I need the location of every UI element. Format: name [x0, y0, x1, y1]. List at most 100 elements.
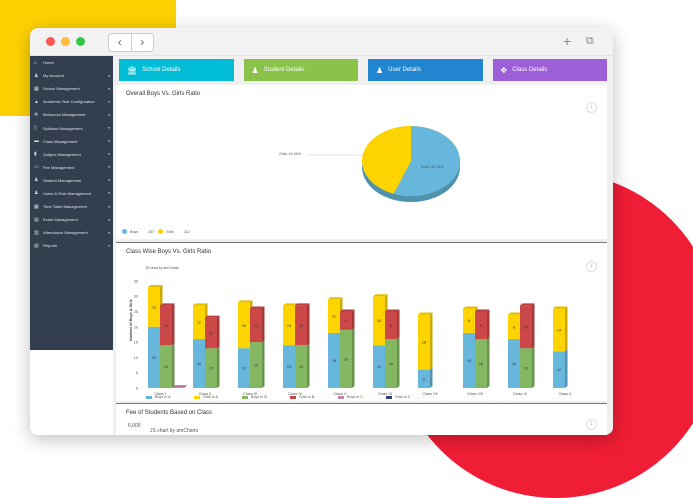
bar-boys-in-b[interactable]: [250, 342, 262, 388]
bar-boys-in-a[interactable]: [553, 351, 565, 388]
sidebar-item-class-management[interactable]: ▬ Class Management ▾: [30, 135, 113, 148]
bar-boys-in-a[interactable]: [463, 332, 475, 388]
close-dot[interactable]: [46, 37, 55, 46]
bar-value-label: 11: [197, 321, 201, 325]
legend-boys-in-c[interactable]: Boys In C: [338, 395, 363, 399]
bar-boys-in-b[interactable]: [385, 339, 397, 388]
chevron-down-icon: ▾: [108, 165, 110, 170]
sidebar-item-student-management[interactable]: ♟ Student Management ▾: [30, 174, 113, 187]
bar-girls-in-a[interactable]: [193, 305, 205, 340]
bar-top: [205, 315, 220, 318]
browser-window: ‹ › + ⧉ ⌂ Home ♟ My Account ▾ ▦ School Manageme…: [30, 28, 613, 435]
sidebar-item-syllabus-management[interactable]: ▯ Syllabus Management ▾: [30, 121, 113, 134]
bar-girls-in-b[interactable]: [340, 311, 352, 330]
bar-boys-in-b[interactable]: [340, 329, 352, 388]
card-class-details[interactable]: ✥ Class Details: [492, 59, 607, 81]
bar-top: [283, 303, 298, 306]
chevron-down-icon: ▾: [108, 217, 110, 222]
bar-boys-in-a[interactable]: [328, 332, 340, 388]
legend-boys[interactable]: Boys 267: [122, 229, 154, 234]
legend-girls-in-b[interactable]: Girls In B: [290, 395, 314, 399]
bar-top: [520, 303, 535, 306]
bar-boys-in-a[interactable]: [508, 339, 520, 388]
bar-boys-in-b[interactable]: [475, 339, 487, 388]
pie-slice-boys[interactable]: [393, 126, 460, 196]
bar-top: [172, 385, 187, 388]
bar-boys-in-b[interactable]: [160, 345, 172, 388]
bar-side: [430, 312, 433, 370]
bar-girls-in-b[interactable]: [520, 305, 532, 349]
bar-girls-in-b[interactable]: [385, 311, 397, 340]
download-icon[interactable]: ⇣: [586, 102, 597, 113]
x-tick-label: Class IX: [513, 392, 528, 396]
sidebar-item-academic-year-configuration[interactable]: ▲ Academic Year Configuration ▾: [30, 95, 113, 108]
bar-girls-in-a[interactable]: [553, 308, 565, 352]
bar-girls-in-b[interactable]: [205, 317, 217, 349]
card-school-details[interactable]: 🏛 School Details: [119, 59, 234, 81]
legend-girls-in-c[interactable]: Girls In C: [386, 395, 410, 399]
bar-girls-in-b[interactable]: [295, 305, 307, 346]
bar-value-label: 12: [557, 368, 561, 372]
sidebar-item-my-account[interactable]: ♟ My Account ▾: [30, 69, 113, 82]
minimize-dot[interactable]: [61, 37, 70, 46]
bar-top: [508, 312, 523, 315]
sidebar-item-behaviour-management[interactable]: ✲ Behaviour Management ▾: [30, 108, 113, 121]
sidebar-item-fee-management[interactable]: ▭ Fee Management ▾: [30, 161, 113, 174]
bar-panel: Class Wise Boys Vs. Girls Ratio ⇣ JS cha…: [116, 242, 607, 401]
legend-boys-in-b[interactable]: Boys In B: [242, 395, 267, 399]
sidebar-item-attendance-management[interactable]: ▥ Attendance Management ▾: [30, 226, 113, 239]
sidebar-item-label: Student Management: [43, 177, 82, 183]
bar-boys-in-c[interactable]: [172, 387, 184, 388]
bar-girls-in-a[interactable]: [283, 305, 295, 346]
bar-top: [340, 309, 355, 312]
sidebar-item-label: Behaviour Management: [43, 112, 86, 118]
legend-boys-in-a[interactable]: Boys In A: [146, 395, 171, 399]
bar-boys-in-a[interactable]: [283, 345, 295, 388]
maximize-dot[interactable]: [76, 37, 85, 46]
legend-girls-in-a[interactable]: Girls In A: [194, 395, 218, 399]
bar-value-label: 18: [422, 341, 426, 345]
bar-boys-in-a[interactable]: [418, 369, 430, 388]
bar-girls-in-a[interactable]: [328, 299, 340, 333]
bar-girls-in-b[interactable]: [250, 308, 262, 343]
sidebar-item-reports[interactable]: ▤ Reports ▾: [30, 239, 113, 252]
bar-boys-in-a[interactable]: [193, 339, 205, 388]
class-icon: ▬: [34, 138, 39, 145]
bar-girls-in-a[interactable]: [373, 296, 385, 346]
download-icon[interactable]: ⇣: [586, 419, 597, 430]
bar-girls-in-b[interactable]: [160, 305, 172, 346]
sidebar-item-home[interactable]: ⌂ Home: [30, 56, 113, 69]
bar-boys-in-b[interactable]: [205, 348, 217, 388]
bar-boys-in-a[interactable]: [238, 348, 250, 388]
bar-girls-in-b[interactable]: [475, 311, 487, 340]
bar-boys-in-a[interactable]: [373, 345, 385, 388]
bar-boys-in-b[interactable]: [520, 348, 532, 388]
bar-value-label: 6: [423, 377, 425, 381]
bar-girls-in-a[interactable]: [148, 287, 160, 327]
bar-boys-in-b[interactable]: [295, 345, 307, 388]
x-tick-label: Class V: [333, 392, 347, 396]
sidebar-item-exam-management[interactable]: ▤ Exam Management ▾: [30, 213, 113, 226]
bar-boys-in-a[interactable]: [148, 326, 160, 388]
new-tab-icon[interactable]: +: [563, 33, 572, 49]
sidebar-item-label: Fee Management: [43, 164, 75, 170]
bar-girls-in-a[interactable]: [418, 314, 430, 370]
legend-label: Girls In B: [299, 395, 315, 399]
sidebar-item-time-table-management[interactable]: ▦ Time Table Management ▾: [30, 200, 113, 213]
sidebar-item-users-role-management[interactable]: ♟ Users & Role Management ▾: [30, 187, 113, 200]
bar-girls-in-a[interactable]: [508, 314, 520, 340]
forward-icon[interactable]: ›: [130, 34, 154, 51]
sidebar-item-subject-management[interactable]: ▮ Subject Management ▾: [30, 148, 113, 161]
download-icon[interactable]: ⇣: [586, 261, 597, 272]
bar-girls-in-a[interactable]: [463, 308, 475, 333]
tabs-icon[interactable]: ⧉: [586, 35, 594, 47]
bar-top: [385, 309, 400, 312]
bar-girls-in-a[interactable]: [238, 302, 250, 349]
card-user-details[interactable]: ♟ User Details: [368, 59, 483, 81]
card-label: School Details: [142, 67, 181, 73]
sidebar-item-label: Users & Role Management: [43, 190, 92, 196]
card-student-details[interactable]: ♟ Student Details: [243, 59, 358, 81]
back-icon[interactable]: ‹: [117, 35, 122, 49]
sidebar-item-school-management[interactable]: ▦ School Management ▾: [30, 82, 113, 95]
legend-girls[interactable]: Girls 212: [158, 229, 190, 234]
